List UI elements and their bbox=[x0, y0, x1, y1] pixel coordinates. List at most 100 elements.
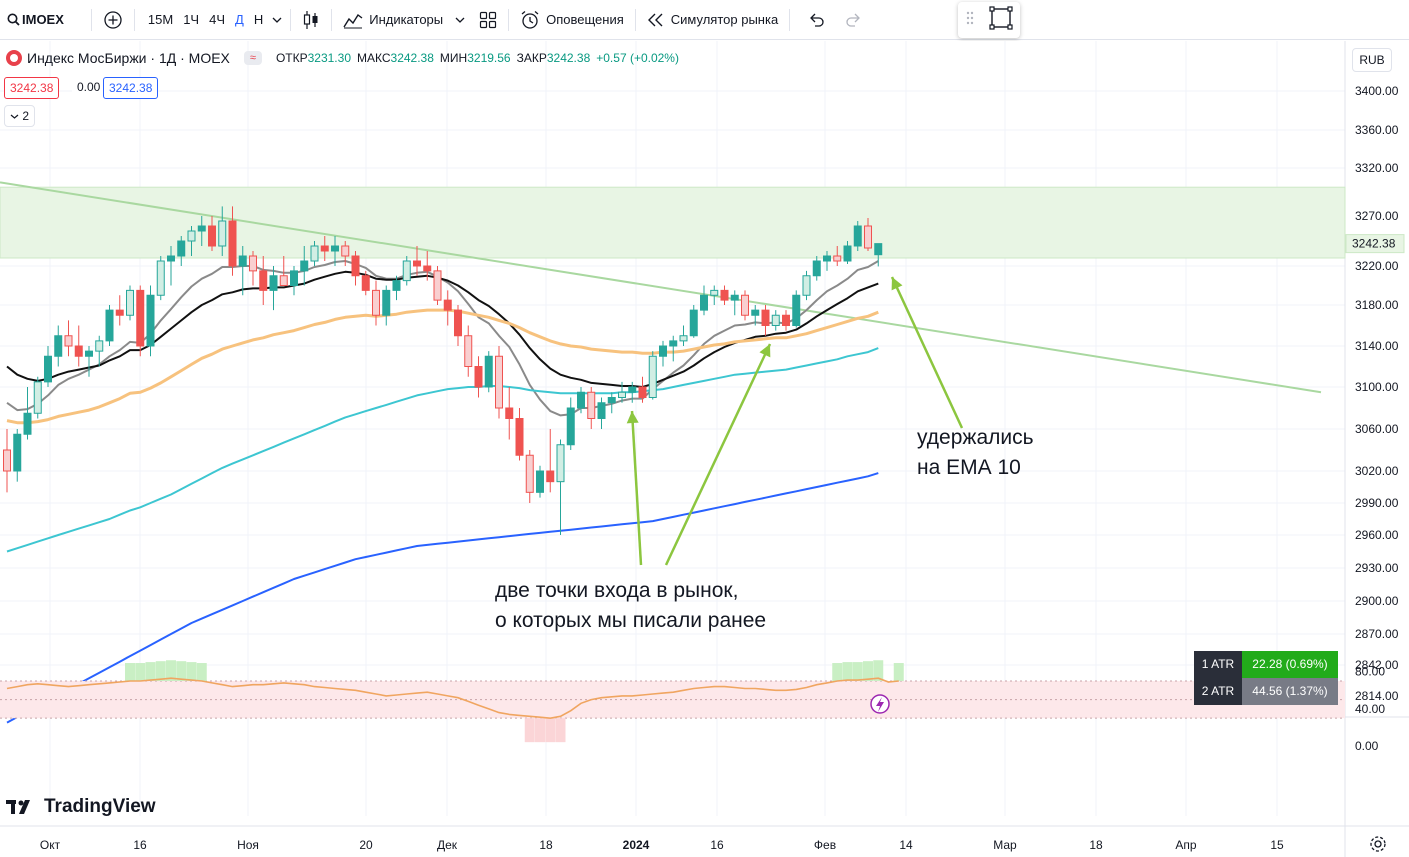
rsi-line bbox=[6, 677, 899, 720]
tradingview-logo[interactable]: TradingView bbox=[6, 796, 156, 818]
legend-badge[interactable]: ≈ bbox=[243, 51, 262, 65]
time-tick-label: 15 bbox=[1270, 838, 1284, 852]
candle-body bbox=[454, 309, 462, 337]
candle-body bbox=[720, 289, 729, 301]
chart-type-button[interactable] bbox=[295, 0, 327, 40]
price-axis[interactable]: 3400.00 3360.00 3320.00 3270.00 3220.00 3180.… bbox=[1345, 84, 1405, 703]
trendline-line bbox=[0, 181, 1322, 394]
branding-label: TradingView bbox=[44, 796, 156, 817]
chevron-down-icon[interactable] bbox=[272, 16, 282, 24]
collapse-indicators-button[interactable]: 2 bbox=[4, 105, 36, 127]
time-tick-label: Мар bbox=[993, 838, 1017, 852]
timeframe-group: 15M 1Ч 4Ч Д Н bbox=[139, 0, 286, 40]
candle-body bbox=[618, 391, 626, 398]
candle-body bbox=[177, 240, 186, 257]
rsi-overbought-fill bbox=[842, 662, 853, 682]
rsi-overbought-fill bbox=[155, 661, 166, 682]
redo-button[interactable] bbox=[832, 0, 870, 40]
price-tick-label: 3180.00 bbox=[1355, 298, 1399, 312]
candle-body bbox=[341, 245, 350, 257]
price-tick-label: 2870.00 bbox=[1355, 627, 1399, 641]
time-tick-label: 18 bbox=[539, 838, 553, 852]
time-axis[interactable]: Окт 16 Ноя 20 Дек 18 2024 16 Фев 14 Мар 18 Апр 15 bbox=[40, 838, 1284, 852]
plus-circle-icon bbox=[103, 10, 123, 30]
floating-drawing-toolbar bbox=[958, 2, 1020, 38]
current-price-tag bbox=[1345, 234, 1405, 254]
price-tick-label: 3400.00 bbox=[1355, 84, 1399, 98]
close-label: ЗАКР bbox=[516, 51, 547, 65]
candle-body bbox=[433, 270, 442, 301]
rsi-overbought-fill bbox=[196, 663, 207, 682]
candle-body bbox=[577, 391, 585, 409]
simulator-label: Симулятор рынка bbox=[670, 12, 779, 27]
atr-label: 2 ATR bbox=[1194, 678, 1242, 705]
toolbar-divider bbox=[634, 8, 636, 31]
rectangle-tool-icon[interactable] bbox=[988, 5, 1013, 35]
low-value: 3219.56 bbox=[467, 51, 511, 65]
candle-body bbox=[566, 407, 575, 446]
atr-row-1: 1 ATR 22.28 (0.69%) bbox=[1194, 651, 1338, 678]
time-tick-label: Ноя bbox=[237, 838, 259, 852]
events-marker[interactable] bbox=[870, 694, 890, 714]
candle-body bbox=[3, 449, 11, 472]
ema-annotation: удержались на ЕМА 10 bbox=[917, 423, 1034, 483]
replay-button[interactable]: Симулятор рынка bbox=[640, 0, 785, 40]
timeframe-week[interactable]: Н bbox=[253, 12, 264, 27]
candle-body bbox=[382, 289, 391, 316]
settings-gear-icon[interactable] bbox=[1369, 835, 1387, 857]
candle-body bbox=[269, 275, 278, 291]
ema-line bbox=[6, 472, 879, 724]
atr-label: 1 ATR bbox=[1194, 651, 1242, 678]
indicators-button[interactable]: Индикаторы bbox=[336, 0, 472, 40]
grid-icon bbox=[479, 11, 497, 29]
change-value: +0.57 (+0.02%) bbox=[596, 51, 679, 65]
candle-body bbox=[853, 225, 862, 247]
undo-button[interactable] bbox=[794, 0, 832, 40]
price-tick-label: 2900.00 bbox=[1355, 594, 1399, 608]
legend-title[interactable]: Индекс МосБиржи · 1Д · MOEX bbox=[27, 50, 230, 66]
search-icon bbox=[7, 13, 20, 26]
candle-body bbox=[546, 470, 555, 483]
rsi-tick-label: 40.00 bbox=[1355, 702, 1385, 716]
drag-handle-icon[interactable] bbox=[966, 11, 974, 30]
timeframe-4h[interactable]: 4Ч bbox=[209, 12, 226, 27]
candle-body bbox=[761, 309, 770, 326]
lightning-icon bbox=[876, 697, 884, 712]
chevron-down-icon bbox=[10, 109, 22, 123]
symbol-search-button[interactable]: IMOEX bbox=[0, 0, 71, 40]
price-chart[interactable]: 3400.00 3360.00 3320.00 3270.00 3220.00 3180.… bbox=[0, 41, 1409, 857]
time-tick-label: 16 bbox=[133, 838, 147, 852]
candle-body bbox=[587, 391, 596, 419]
candle-body bbox=[751, 309, 760, 316]
candle-body bbox=[187, 230, 196, 242]
indicators-label: Индикаторы bbox=[369, 12, 444, 27]
buy-price-box[interactable]: 3242.38 bbox=[103, 77, 159, 99]
candle-body bbox=[689, 309, 698, 337]
layouts-button[interactable] bbox=[472, 0, 504, 40]
candle-body bbox=[402, 260, 411, 282]
candle-body bbox=[64, 335, 73, 347]
sell-price-box[interactable]: 3242.38 bbox=[4, 77, 60, 99]
arrow-head bbox=[626, 411, 639, 424]
candle-body bbox=[279, 275, 288, 286]
high-value: 3242.38 bbox=[390, 51, 434, 65]
candle-body bbox=[136, 289, 145, 347]
candle-body bbox=[679, 335, 688, 342]
compare-symbol-button[interactable] bbox=[96, 0, 130, 40]
price-tick-label: 2990.00 bbox=[1355, 496, 1399, 510]
alerts-button[interactable]: Оповещения bbox=[513, 0, 631, 40]
timeframe-day[interactable]: Д bbox=[235, 12, 244, 27]
candle-body bbox=[320, 245, 329, 252]
candle-body bbox=[167, 255, 175, 262]
candle-body bbox=[85, 350, 93, 357]
arrow-shaft bbox=[630, 410, 643, 566]
timeframe-1h[interactable]: 1Ч bbox=[183, 12, 200, 27]
timeframe-15m[interactable]: 15M bbox=[147, 12, 174, 27]
rsi-overbought-fill bbox=[135, 663, 146, 682]
currency-selector[interactable]: RUB bbox=[1352, 48, 1392, 72]
alerts-label: Оповещения bbox=[546, 12, 624, 27]
toolbar-divider bbox=[331, 8, 333, 31]
candle-body bbox=[146, 294, 155, 347]
undo-icon bbox=[807, 13, 825, 27]
rsi-axis: 80.00 40.00 0.00 bbox=[1355, 665, 1385, 753]
